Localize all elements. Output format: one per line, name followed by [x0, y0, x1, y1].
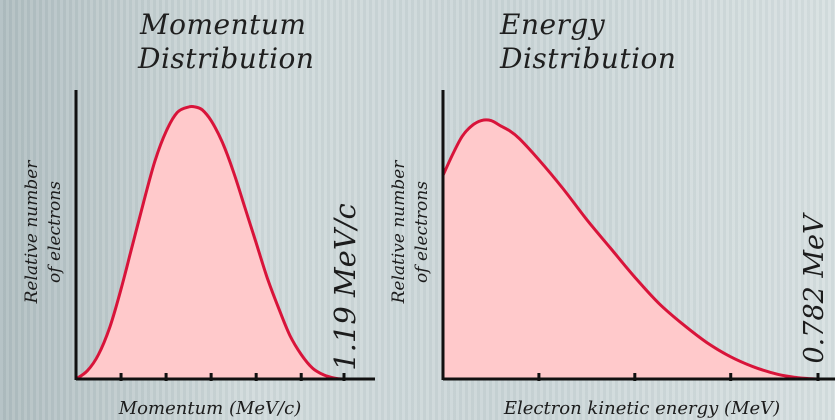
energy-title-line1: Energy: [500, 8, 606, 41]
momentum-chart: Relative number of electrons Momentum (M…: [22, 90, 375, 419]
energy-chart: Relative number of electrons Electron ki…: [389, 90, 835, 419]
energy-y-label-line1: Relative number: [389, 160, 409, 305]
energy-title-line2: Distribution: [500, 42, 677, 75]
momentum-x-label: Momentum (MeV/c): [118, 398, 301, 419]
energy-area-fill: [443, 119, 818, 380]
energy-curve: [441, 118, 819, 381]
momentum-endpoint-label: 1.19 MeV/c: [328, 203, 362, 371]
momentum-area-fill: [76, 106, 344, 379]
energy-chart-title: Energy Distribution: [500, 8, 676, 76]
energy-endpoint-label: 0.782 MeV: [799, 212, 830, 364]
energy-y-label-line2: of electrons: [412, 181, 432, 283]
momentum-title-line1: Momentum: [139, 8, 307, 41]
momentum-y-label-line1: Relative number: [22, 160, 42, 305]
momentum-title-line2: Distribution: [138, 42, 315, 75]
momentum-curve: [75, 104, 345, 381]
momentum-chart-title: Momentum Distribution: [132, 8, 314, 76]
momentum-y-label-line2: of electrons: [45, 181, 65, 283]
energy-x-label: Electron kinetic energy (MeV): [503, 398, 780, 419]
